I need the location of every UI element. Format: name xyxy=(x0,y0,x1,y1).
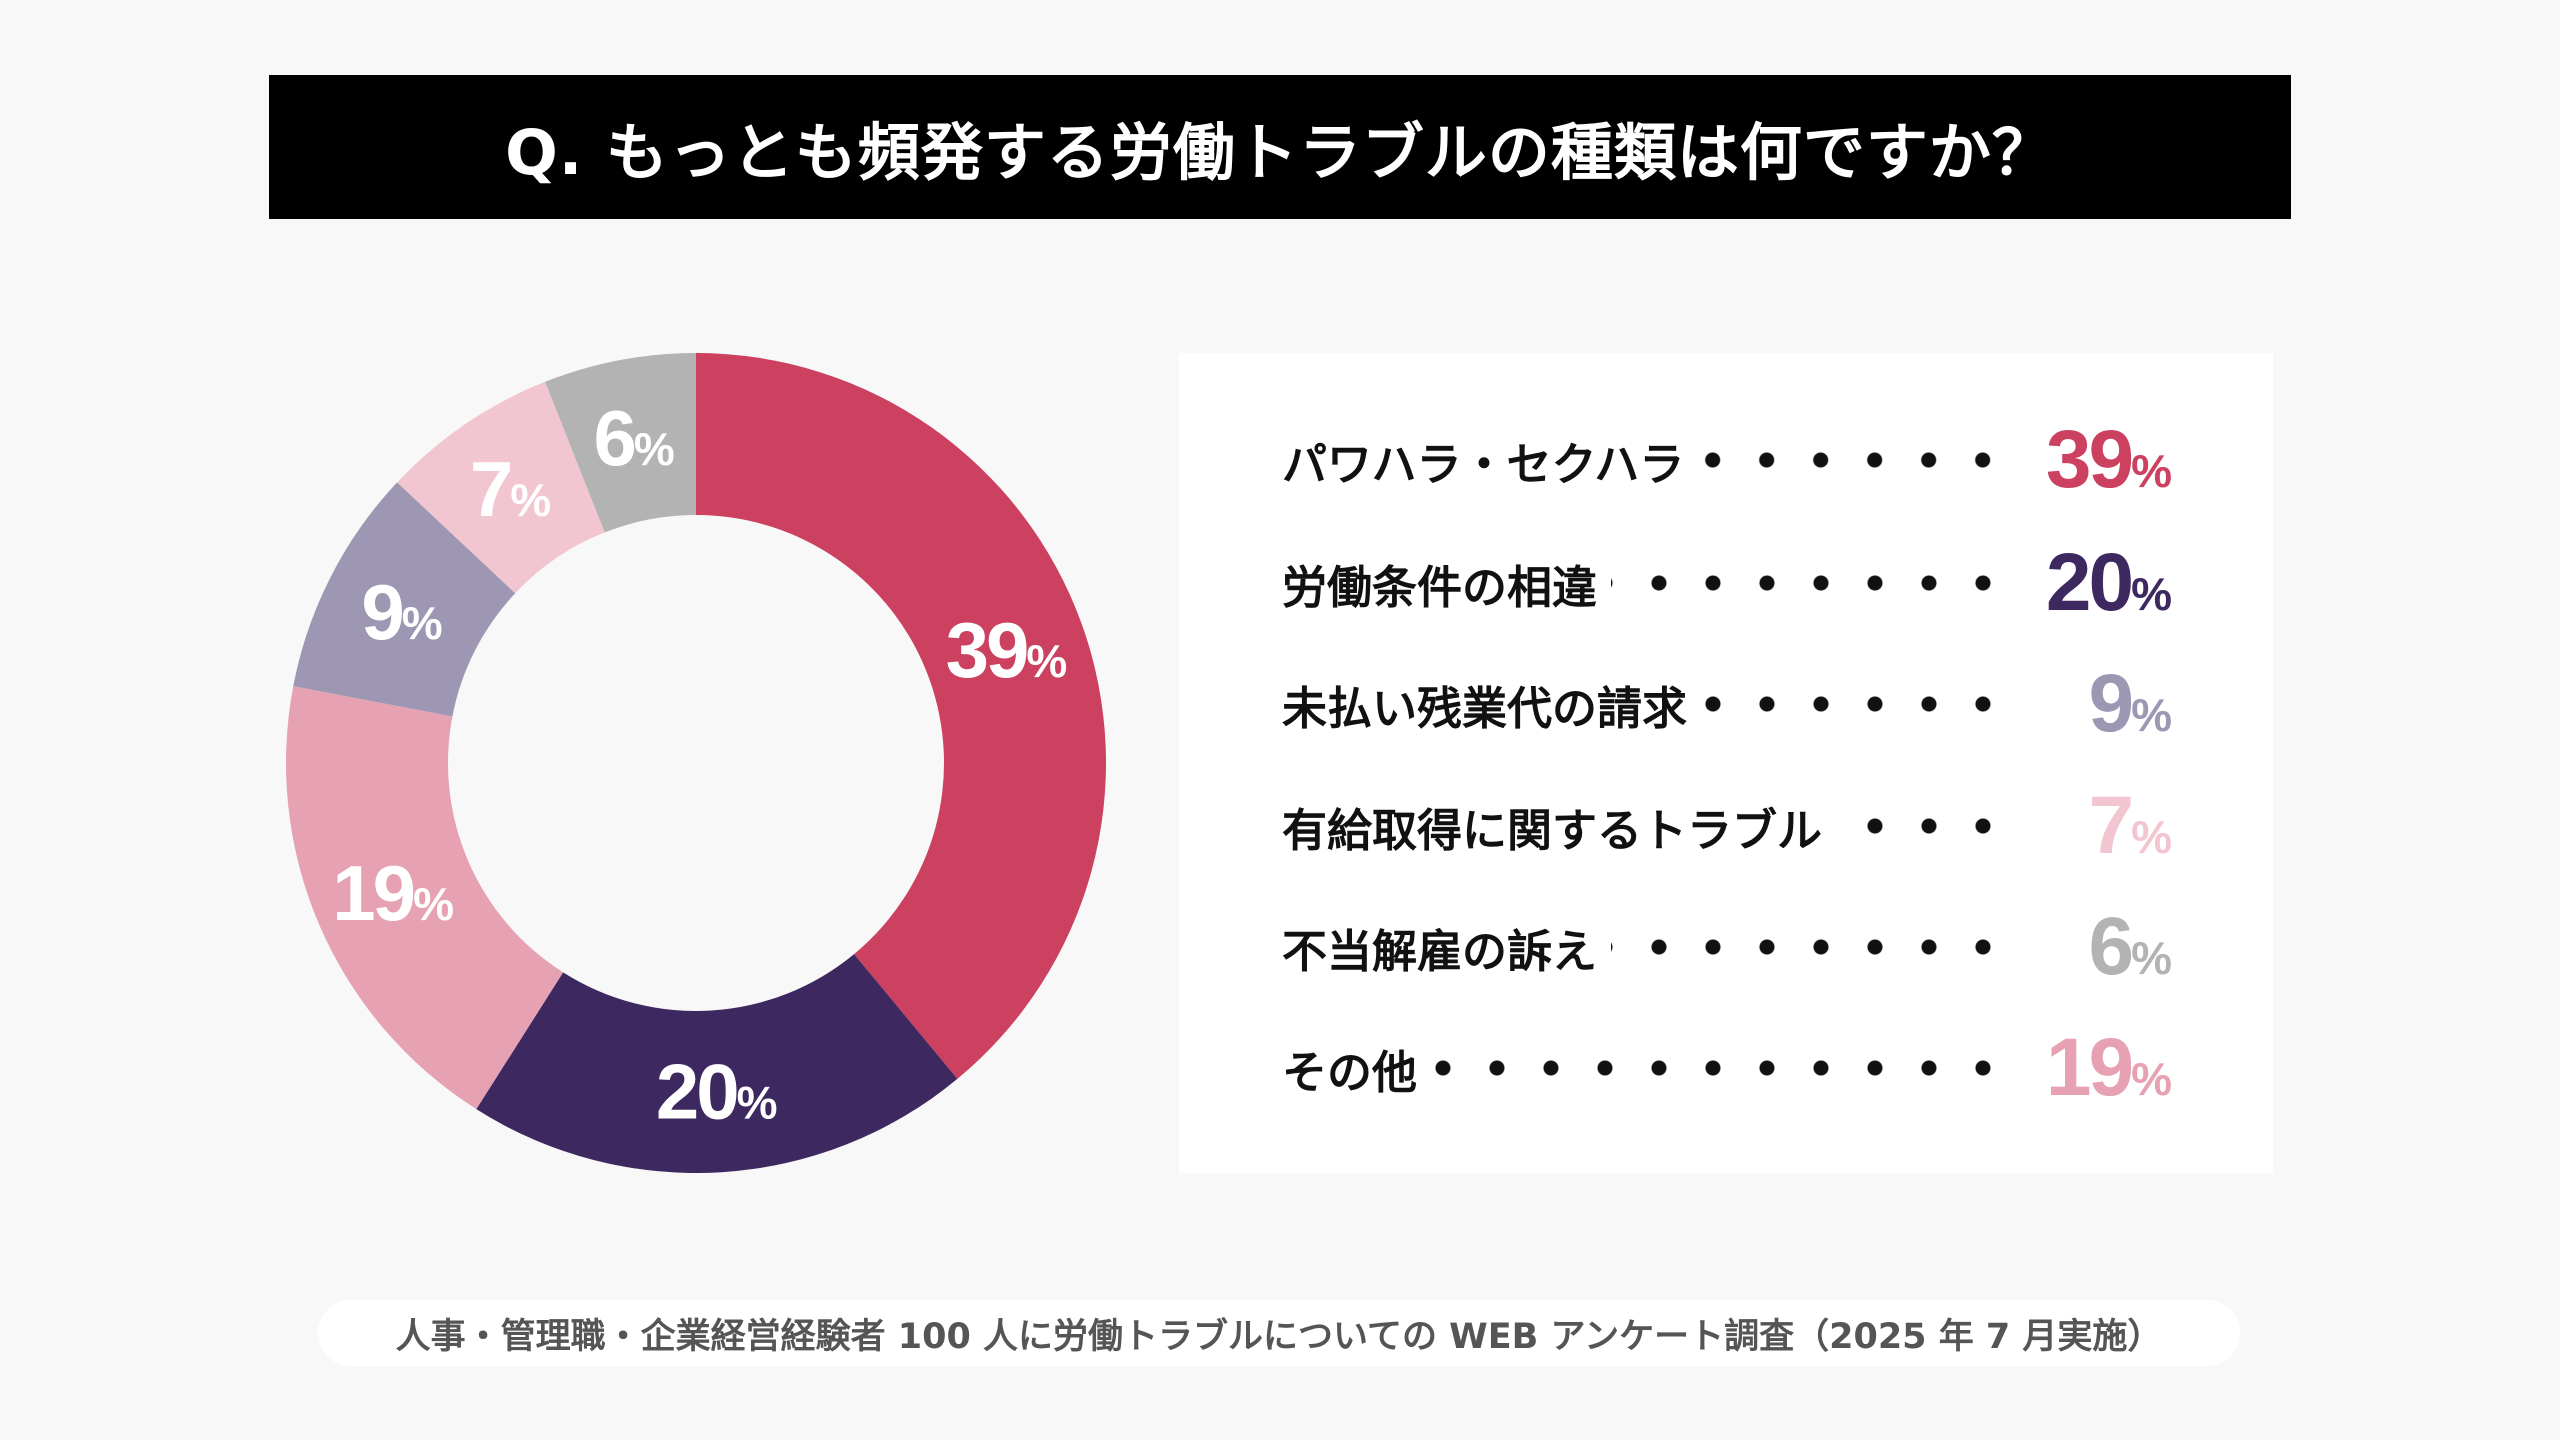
legend-value: 7% xyxy=(2022,779,2172,873)
donut-chart: 39% 20% 19% 9% 7% 6% xyxy=(285,353,1106,1173)
donut-slice xyxy=(293,482,516,717)
legend-label: 未払い残業代の請求 xyxy=(1282,681,1688,735)
footer-note: 人事・管理職・企業経営経験者 100 人に労働トラブルについての WEB アンケ… xyxy=(318,1300,2240,1366)
legend-unit: % xyxy=(2131,445,2172,497)
legend-value: 19% xyxy=(2022,1021,2172,1115)
legend-row: 有給取得に関するトラブル 7% xyxy=(1282,776,2172,876)
dot-leader xyxy=(1698,450,2010,470)
legend-row: 労働条件の相違 20% xyxy=(1282,533,2172,633)
dot-leader xyxy=(1836,816,2010,836)
donut-slice xyxy=(285,686,564,1110)
legend-unit: % xyxy=(2131,811,2172,863)
dot-leader xyxy=(1611,573,2010,593)
legend-unit: % xyxy=(2131,689,2172,741)
legend-row: パワハラ・セクハラ 39% xyxy=(1282,410,2172,510)
donut-slice xyxy=(545,353,696,533)
legend-unit: % xyxy=(2131,568,2172,620)
legend-number: 39 xyxy=(2045,414,2134,505)
dot-leader xyxy=(1701,694,2010,714)
legend-unit: % xyxy=(2131,1053,2172,1105)
legend-value: 39% xyxy=(2022,413,2172,507)
slice-label: 39% xyxy=(946,606,1068,694)
slice-label: 6% xyxy=(594,394,675,482)
legend-row: その他 19% xyxy=(1282,1018,2172,1118)
legend-value: 20% xyxy=(2022,536,2172,630)
donut-slice xyxy=(397,381,605,594)
legend-label: パワハラ・セクハラ xyxy=(1282,437,1685,491)
title-bar: Q. もっとも頻発する労働トラブルの種類は何ですか？ xyxy=(269,75,2291,219)
slice-label: 19% xyxy=(332,849,454,937)
slice-label: 20% xyxy=(656,1047,778,1135)
chart-title: Q. もっとも頻発する労働トラブルの種類は何ですか？ xyxy=(505,116,2055,189)
legend-value: 9% xyxy=(2022,657,2172,751)
legend-number: 7 xyxy=(2088,780,2134,871)
legend-row: 未払い残業代の請求 9% xyxy=(1282,654,2172,754)
donut-slice xyxy=(476,954,958,1173)
slice-label: 9% xyxy=(361,568,442,656)
footer-text: 人事・管理職・企業経営経験者 100 人に労働トラブルについての WEB アンケ… xyxy=(395,1316,2163,1357)
legend-number: 9 xyxy=(2088,658,2134,749)
legend-number: 20 xyxy=(2045,537,2134,628)
legend-label: 不当解雇の訴え xyxy=(1282,924,1598,978)
legend-unit: % xyxy=(2131,932,2172,984)
donut-slice xyxy=(696,353,1106,1079)
legend-number: 19 xyxy=(2045,1022,2134,1113)
legend-label: その他 xyxy=(1282,1045,1418,1099)
legend-label: 有給取得に関するトラブル xyxy=(1282,803,1823,857)
legend-number: 6 xyxy=(2088,901,2134,992)
dot-leader xyxy=(1611,937,2010,957)
dot-leader xyxy=(1431,1058,2010,1078)
legend-row: 不当解雇の訴え 6% xyxy=(1282,897,2172,997)
legend-panel: パワハラ・セクハラ 39% 労働条件の相違 20% 未払い残業代の請求 9% 有給取得… xyxy=(1179,353,2273,1173)
legend-value: 6% xyxy=(2022,900,2172,994)
slice-label: 7% xyxy=(470,445,551,533)
legend-label: 労働条件の相違 xyxy=(1282,560,1598,614)
